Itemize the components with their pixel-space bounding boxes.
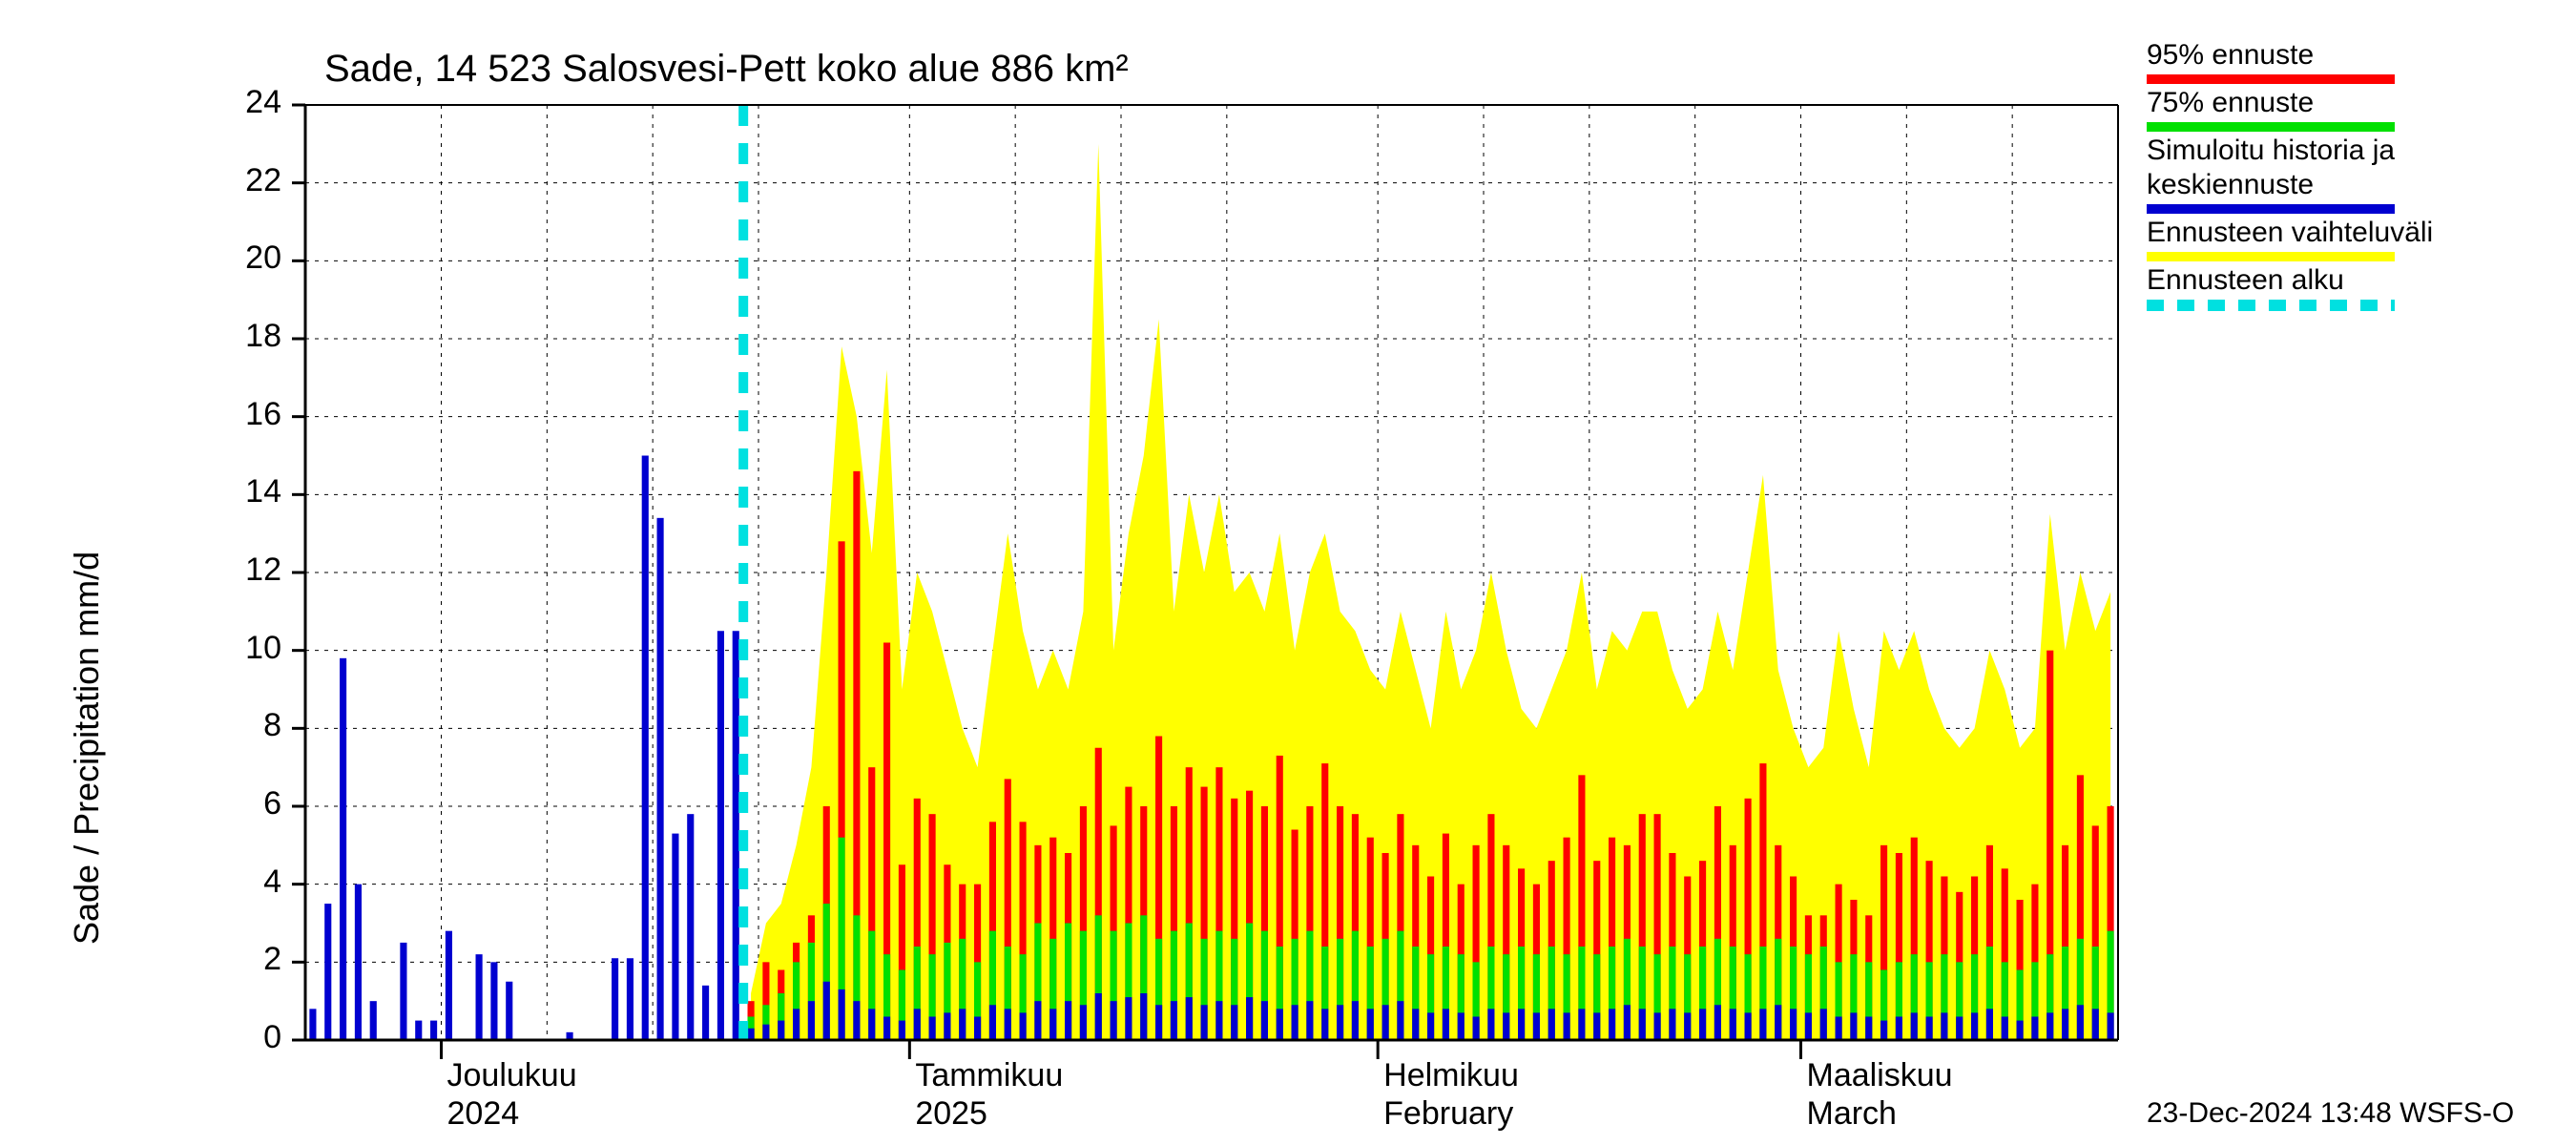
legend-swatch bbox=[2147, 300, 2395, 311]
y-tick: 20 bbox=[224, 239, 281, 277]
x-month-sublabel: 2024 bbox=[447, 1095, 520, 1133]
x-month-sublabel: February bbox=[1383, 1095, 1513, 1133]
y-tick: 12 bbox=[224, 552, 281, 589]
x-month-label: Helmikuu bbox=[1383, 1057, 1519, 1094]
y-tick: 0 bbox=[224, 1019, 281, 1056]
legend-item: Ennusteen vaihteluväli bbox=[2147, 216, 2433, 261]
x-month-label: Maaliskuu bbox=[1807, 1057, 1953, 1094]
y-tick: 24 bbox=[224, 84, 281, 121]
y-tick: 8 bbox=[224, 707, 281, 744]
legend-item: Simuloitu historia ja keskiennuste bbox=[2147, 134, 2433, 214]
legend-label: Simuloitu historia ja keskiennuste bbox=[2147, 134, 2433, 202]
legend-label: Ennusteen alku bbox=[2147, 263, 2433, 298]
legend: 95% ennuste 75% ennuste Simuloitu historia… bbox=[2147, 38, 2433, 313]
y-tick: 22 bbox=[224, 162, 281, 199]
y-tick: 14 bbox=[224, 473, 281, 510]
y-tick: 16 bbox=[224, 396, 281, 433]
legend-swatch bbox=[2147, 204, 2395, 214]
y-tick: 6 bbox=[224, 785, 281, 822]
legend-swatch bbox=[2147, 122, 2395, 132]
x-month-label: Tammikuu bbox=[915, 1057, 1063, 1094]
legend-item: Ennusteen alku bbox=[2147, 263, 2433, 311]
legend-label: Ennusteen vaihteluväli bbox=[2147, 216, 2433, 250]
legend-swatch bbox=[2147, 74, 2395, 84]
legend-swatch bbox=[2147, 252, 2395, 261]
legend-item: 95% ennuste bbox=[2147, 38, 2433, 84]
x-month-sublabel: 2025 bbox=[915, 1095, 987, 1133]
y-tick: 2 bbox=[224, 941, 281, 978]
chart-container: Sade, 14 523 Salosvesi-Pett koko alue 88… bbox=[0, 0, 2576, 1145]
legend-label: 75% ennuste bbox=[2147, 86, 2433, 120]
y-tick: 18 bbox=[224, 318, 281, 355]
legend-item: 75% ennuste bbox=[2147, 86, 2433, 132]
plot-area bbox=[0, 0, 2156, 1078]
x-month-sublabel: March bbox=[1807, 1095, 1897, 1133]
footer-text: 23-Dec-2024 13:48 WSFS-O bbox=[2147, 1097, 2514, 1130]
x-month-label: Joulukuu bbox=[447, 1057, 577, 1094]
y-tick: 10 bbox=[224, 630, 281, 667]
y-tick: 4 bbox=[224, 864, 281, 901]
legend-label: 95% ennuste bbox=[2147, 38, 2433, 73]
